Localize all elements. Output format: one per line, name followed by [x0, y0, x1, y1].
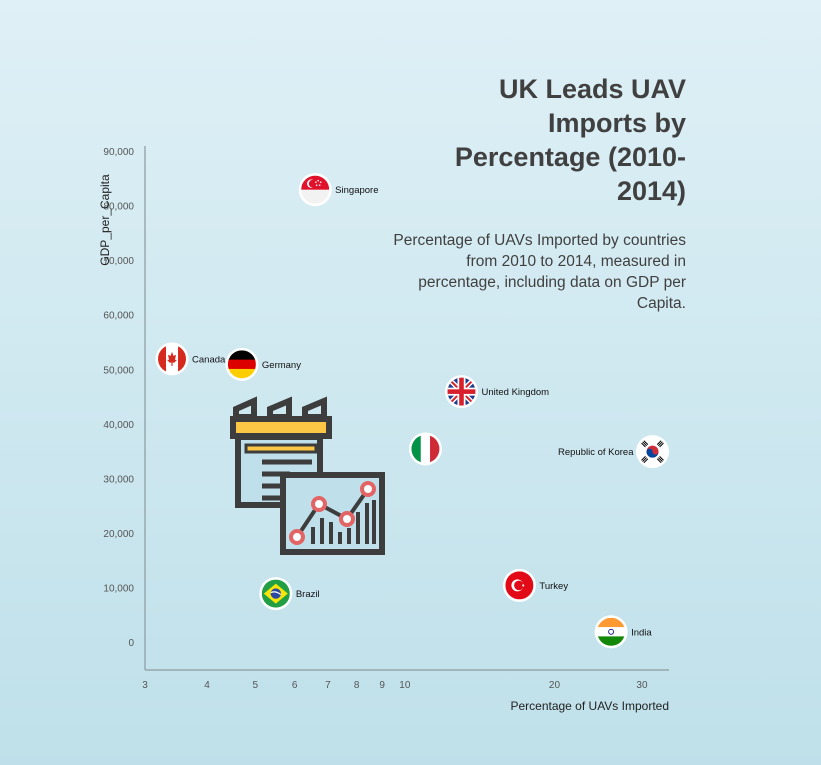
point-label: Brazil: [296, 589, 320, 600]
data-point: United Kingdom: [444, 375, 549, 409]
y-tick-label: 20,000: [103, 529, 134, 540]
data-point: Turkey: [502, 568, 568, 602]
x-tick-label: 4: [204, 680, 210, 691]
data-point: Canada: [155, 342, 226, 376]
turkey-flag-icon: [505, 571, 534, 600]
point-label: India: [631, 627, 652, 638]
data-point: [408, 432, 442, 466]
singapore-flag-icon: [301, 175, 330, 204]
x-tick-label: 10: [399, 680, 411, 691]
x-tick-label: 30: [636, 680, 648, 691]
data-point: Germany: [225, 347, 301, 381]
y-tick-label: 80,000: [103, 202, 134, 213]
factory-analytics-icon: [230, 396, 385, 555]
data-point: Brazil: [259, 577, 320, 611]
canada-flag-icon: [158, 344, 187, 373]
x-tick-label: 8: [354, 680, 360, 691]
y-axis-title: GDP_per_Capita: [98, 174, 112, 266]
united-kingdom-flag-icon: [447, 377, 476, 406]
x-tick-label: 20: [549, 680, 561, 691]
y-tick-label: 10,000: [103, 584, 134, 595]
point-label: Turkey: [539, 581, 568, 592]
y-tick-label: 60,000: [103, 311, 134, 322]
chart-title: UK Leads UAV Imports by Percentage (2010…: [454, 74, 686, 206]
data-point: India: [594, 615, 652, 649]
point-label: Singapore: [335, 185, 378, 196]
y-tick-label: 90,000: [103, 147, 134, 158]
india-flag-icon: [597, 617, 626, 646]
italy-flag-icon: [411, 434, 440, 463]
y-tick-label: 40,000: [103, 420, 134, 431]
point-label: Canada: [192, 354, 226, 365]
y-tick-label: 0: [128, 638, 134, 649]
y-tick-label: 70,000: [103, 256, 134, 267]
x-axis-title: Percentage of UAVs Imported: [510, 699, 669, 713]
x-tick-label: 6: [292, 680, 298, 691]
y-tick-label: 50,000: [103, 365, 134, 376]
x-tick-label: 9: [379, 680, 385, 691]
chart-axes: 0 10,000 20,000 30,000 40,000 50,000 60,000 70,…: [98, 146, 669, 713]
chart-subtitle: Percentage of UAVs Imported by countries…: [393, 232, 686, 312]
x-tick-label: 3: [142, 680, 148, 691]
y-tick-label: 30,000: [103, 474, 134, 485]
point-label: Republic of Korea: [558, 447, 634, 458]
point-label: United Kingdom: [481, 387, 549, 398]
data-point: Singapore: [298, 173, 378, 207]
data-points: Singapore Canada Germany United Kingdom Repu…: [155, 173, 670, 649]
data-point: Republic of Korea: [558, 435, 670, 469]
brazil-flag-icon: [261, 579, 290, 608]
x-tick-label: 5: [252, 680, 258, 691]
south-korea-flag-icon: [638, 437, 667, 466]
x-tick-label: 7: [325, 680, 331, 691]
point-label: Germany: [262, 360, 301, 371]
germany-flag-icon: [227, 350, 256, 379]
